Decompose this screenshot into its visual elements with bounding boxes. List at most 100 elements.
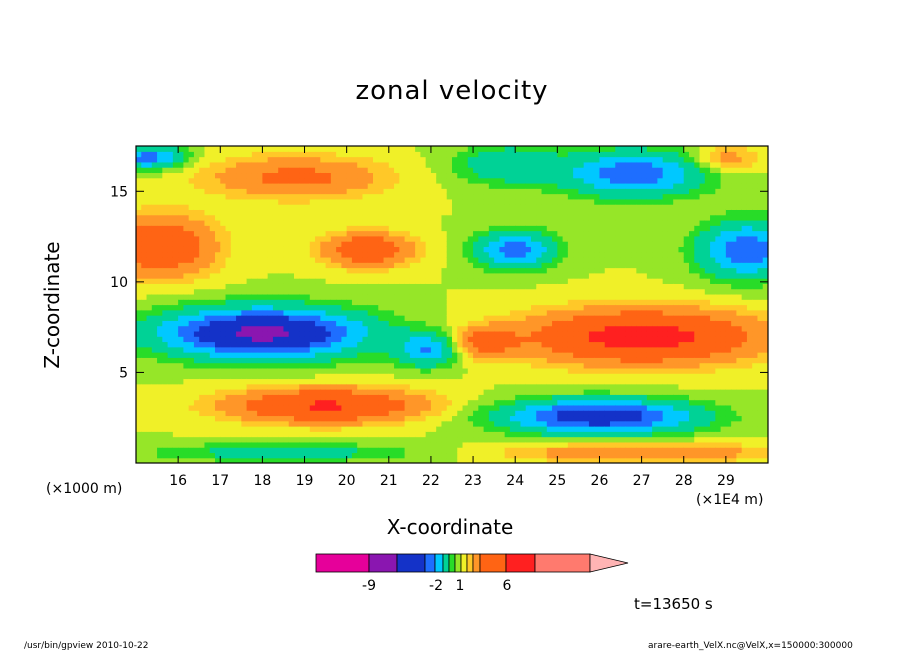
heatmap-cell [246, 415, 253, 422]
heatmap-cell [404, 394, 411, 401]
heatmap-cell [157, 352, 163, 358]
heatmap-cell [341, 447, 348, 454]
heatmap-cell [552, 262, 558, 269]
heatmap-cell [241, 357, 248, 364]
heatmap-cell [315, 177, 321, 184]
heatmap-cell [373, 452, 379, 459]
heatmap-cell [209, 230, 216, 237]
heatmap-cell [399, 182, 406, 189]
heatmap-cell [499, 357, 506, 364]
heatmap-cell [430, 341, 437, 348]
heatmap-cell [304, 447, 311, 454]
heatmap-cell [467, 399, 474, 406]
heatmap-cell [315, 267, 321, 274]
heatmap-cell [409, 246, 416, 253]
heatmap-cell [420, 404, 427, 411]
heatmap-cell [325, 373, 332, 380]
heatmap-cell [404, 146, 411, 152]
heatmap-cell [257, 420, 263, 427]
heatmap-cell [230, 204, 237, 210]
heatmap-cell [315, 436, 321, 443]
heatmap-cell [515, 256, 522, 263]
heatmap-cell [362, 457, 369, 463]
heatmap-cell [388, 330, 395, 337]
heatmap-cell [172, 320, 179, 327]
heatmap-cell [562, 251, 569, 258]
heatmap-cell [494, 399, 500, 406]
heatmap-cell [241, 204, 248, 210]
heatmap-cell [193, 394, 200, 401]
heatmap-cell [320, 336, 327, 343]
heatmap-cell [257, 346, 263, 353]
heatmap-cell [436, 288, 443, 295]
heatmap-cell [478, 352, 485, 358]
heatmap-cell [146, 436, 153, 443]
heatmap-cell [230, 151, 237, 158]
heatmap-cell [430, 447, 437, 454]
heatmap-cell [172, 367, 179, 374]
heatmap-cell [267, 330, 274, 337]
heatmap-cell [188, 256, 195, 263]
heatmap-cell [236, 325, 242, 332]
heatmap-cell [404, 251, 411, 258]
heatmap-cell [504, 341, 511, 348]
heatmap-cell [246, 256, 253, 263]
heatmap-cell [315, 278, 321, 284]
footer-left: /usr/bin/gpview 2010-10-22 [24, 641, 149, 651]
heatmap-cell [367, 320, 374, 327]
heatmap-cell [494, 230, 500, 237]
heatmap-cell [230, 246, 237, 253]
heatmap-cell [531, 447, 537, 454]
heatmap-cell [357, 283, 364, 290]
heatmap-cell [425, 156, 432, 163]
heatmap-cell [341, 146, 348, 152]
heatmap-cell [262, 367, 269, 374]
heatmap-cell [552, 304, 558, 311]
heatmap-cell [362, 241, 369, 247]
heatmap-cell [204, 198, 211, 205]
heatmap-cell [394, 156, 400, 163]
heatmap-cell [209, 336, 216, 343]
heatmap-cell [241, 214, 248, 221]
heatmap-cell [272, 399, 279, 406]
heatmap-cell [320, 315, 327, 321]
heatmap-cell [436, 156, 443, 163]
heatmap-cell [462, 156, 469, 163]
heatmap-cell [294, 336, 300, 343]
heatmap-cell [146, 193, 153, 200]
heatmap-cell [488, 204, 495, 210]
heatmap-cell [378, 415, 385, 422]
heatmap-cell [515, 288, 522, 295]
heatmap-cell [341, 436, 348, 443]
heatmap-cell [362, 204, 369, 210]
heatmap-cell [552, 156, 558, 163]
heatmap-cell [230, 373, 237, 380]
heatmap-cell [193, 146, 200, 152]
heatmap-cell [457, 299, 464, 306]
heatmap-cell [552, 447, 558, 454]
heatmap-cell [404, 341, 411, 348]
heatmap-cell [167, 352, 174, 358]
heatmap-cell [309, 383, 316, 390]
heatmap-cell [236, 389, 242, 395]
heatmap-cell [394, 182, 400, 189]
heatmap-cell [509, 251, 516, 258]
heatmap-cell [167, 219, 174, 226]
heatmap-cell [283, 262, 290, 269]
heatmap-cell [257, 315, 263, 321]
heatmap-cell [267, 362, 274, 369]
heatmap-cell [141, 367, 148, 374]
heatmap-cell [557, 198, 564, 205]
heatmap-cell [457, 151, 464, 158]
heatmap-cell [315, 315, 321, 321]
heatmap-cell [562, 299, 569, 306]
heatmap-cell [436, 198, 443, 205]
heatmap-cell [325, 235, 332, 242]
heatmap-cell [409, 198, 416, 205]
heatmap-cell [557, 167, 564, 174]
heatmap-cell [299, 151, 306, 158]
heatmap-cell [246, 362, 253, 369]
heatmap-cell [557, 214, 564, 221]
heatmap-cell [404, 167, 411, 174]
heatmap-cell [504, 420, 511, 427]
